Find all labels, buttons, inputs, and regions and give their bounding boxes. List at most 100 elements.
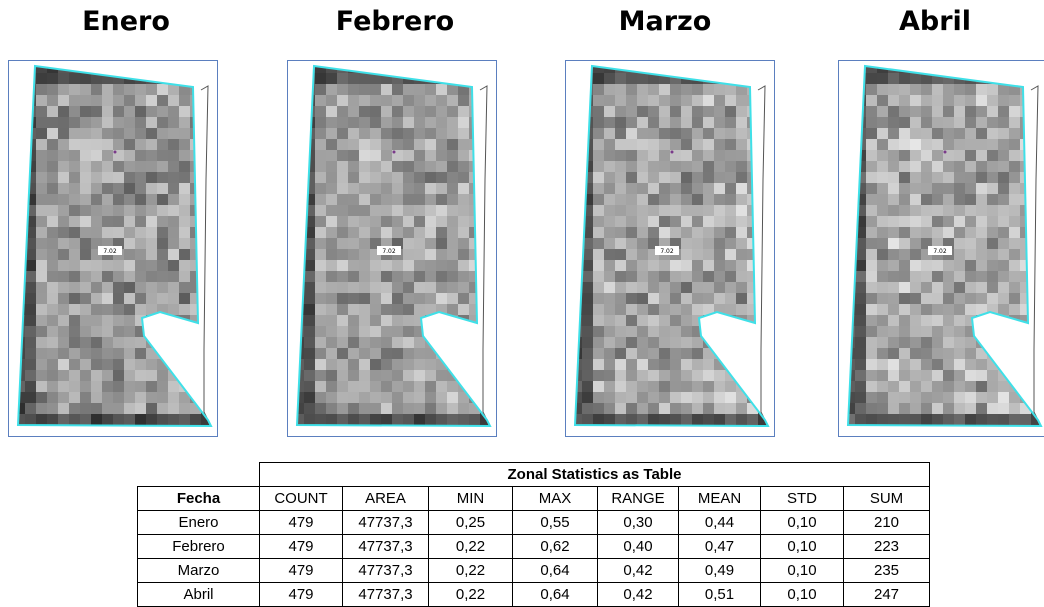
raster-cell [725, 128, 736, 139]
raster-cell [157, 260, 168, 271]
raster-cell [659, 150, 670, 161]
raster-cell [326, 205, 337, 216]
raster-cell [69, 150, 80, 161]
raster-cell [113, 161, 124, 172]
raster-cell [392, 183, 403, 194]
raster-cell [392, 128, 403, 139]
raster-cell [659, 172, 670, 183]
raster-cell [157, 282, 168, 293]
raster-cell [725, 249, 736, 260]
raster-cell [337, 150, 348, 161]
raster-cell [436, 172, 447, 183]
raster-cell [593, 150, 604, 161]
raster-cell [615, 172, 626, 183]
raster-cell [648, 381, 659, 392]
raster-cell [414, 216, 425, 227]
raster-cell [998, 117, 1009, 128]
raster-cell [135, 183, 146, 194]
raster-cell [703, 260, 714, 271]
raster-cell [910, 73, 921, 84]
raster-cell [965, 392, 976, 403]
raster-cell [436, 293, 447, 304]
raster-cell [877, 128, 888, 139]
raster-cell [102, 337, 113, 348]
raster-cell [932, 414, 943, 425]
raster-cell [337, 161, 348, 172]
raster-cell [855, 326, 866, 337]
raster-cell [447, 249, 458, 260]
raster-cell [58, 205, 69, 216]
raster-cell [337, 304, 348, 315]
raster-cell [877, 150, 888, 161]
raster-cell [725, 172, 736, 183]
raster-cell [458, 249, 469, 260]
raster-cell [146, 238, 157, 249]
raster-cell [102, 315, 113, 326]
blank-cell [138, 463, 260, 487]
raster-cell [681, 183, 692, 194]
raster-cell [604, 370, 615, 381]
raster-cell [381, 161, 392, 172]
raster-cell [91, 183, 102, 194]
raster-cell [725, 271, 736, 282]
raster-cell [692, 359, 703, 370]
raster-cell [921, 381, 932, 392]
raster-cell [69, 84, 80, 95]
raster-cell [637, 337, 648, 348]
raster-cell [425, 271, 436, 282]
map-label: 7.02 [933, 248, 947, 255]
raster-cell [932, 161, 943, 172]
raster-cell [458, 161, 469, 172]
raster-cell [998, 128, 1009, 139]
raster-cell [348, 106, 359, 117]
raster-cell [370, 216, 381, 227]
raster-cell [348, 359, 359, 370]
raster-cell [703, 282, 714, 293]
raster-cell [80, 183, 91, 194]
map-panel: 7.02 [8, 60, 218, 438]
raster-cell [425, 359, 436, 370]
raster-cell [976, 249, 987, 260]
raster-cell [659, 194, 670, 205]
raster-cell [877, 326, 888, 337]
raster-cell [135, 128, 146, 139]
raster-cell [458, 194, 469, 205]
raster-cell [987, 403, 998, 414]
raster-cell [954, 381, 965, 392]
raster-cell [910, 337, 921, 348]
raster-cell [58, 161, 69, 172]
raster-cell [113, 271, 124, 282]
raster-cell [113, 205, 124, 216]
raster-cell [359, 271, 370, 282]
raster-cell [91, 304, 102, 315]
panel-title: Febrero [295, 6, 495, 37]
raster-cell [965, 370, 976, 381]
raster-cell [326, 249, 337, 260]
raster-cell [337, 315, 348, 326]
raster-cell [80, 282, 91, 293]
raster-cell [866, 172, 877, 183]
raster-cell [359, 106, 370, 117]
raster-cell [414, 381, 425, 392]
raster-cell [1009, 128, 1020, 139]
raster-cell [179, 227, 190, 238]
raster-cell [47, 227, 58, 238]
raster-cell [124, 161, 135, 172]
raster-cell [359, 84, 370, 95]
raster-cell [47, 337, 58, 348]
raster-cell [877, 139, 888, 150]
raster-cell [681, 117, 692, 128]
raster-cell [954, 414, 965, 425]
raster-cell [348, 117, 359, 128]
raster-cell [921, 161, 932, 172]
raster-cell [954, 216, 965, 227]
raster-cell [403, 304, 414, 315]
raster-cell [637, 282, 648, 293]
raster-cell [414, 304, 425, 315]
raster-cell [370, 414, 381, 425]
raster-cell [25, 403, 36, 414]
raster-cell [69, 403, 80, 414]
raster-cell [113, 139, 124, 150]
raster-cell [146, 150, 157, 161]
raster-cell [866, 194, 877, 205]
